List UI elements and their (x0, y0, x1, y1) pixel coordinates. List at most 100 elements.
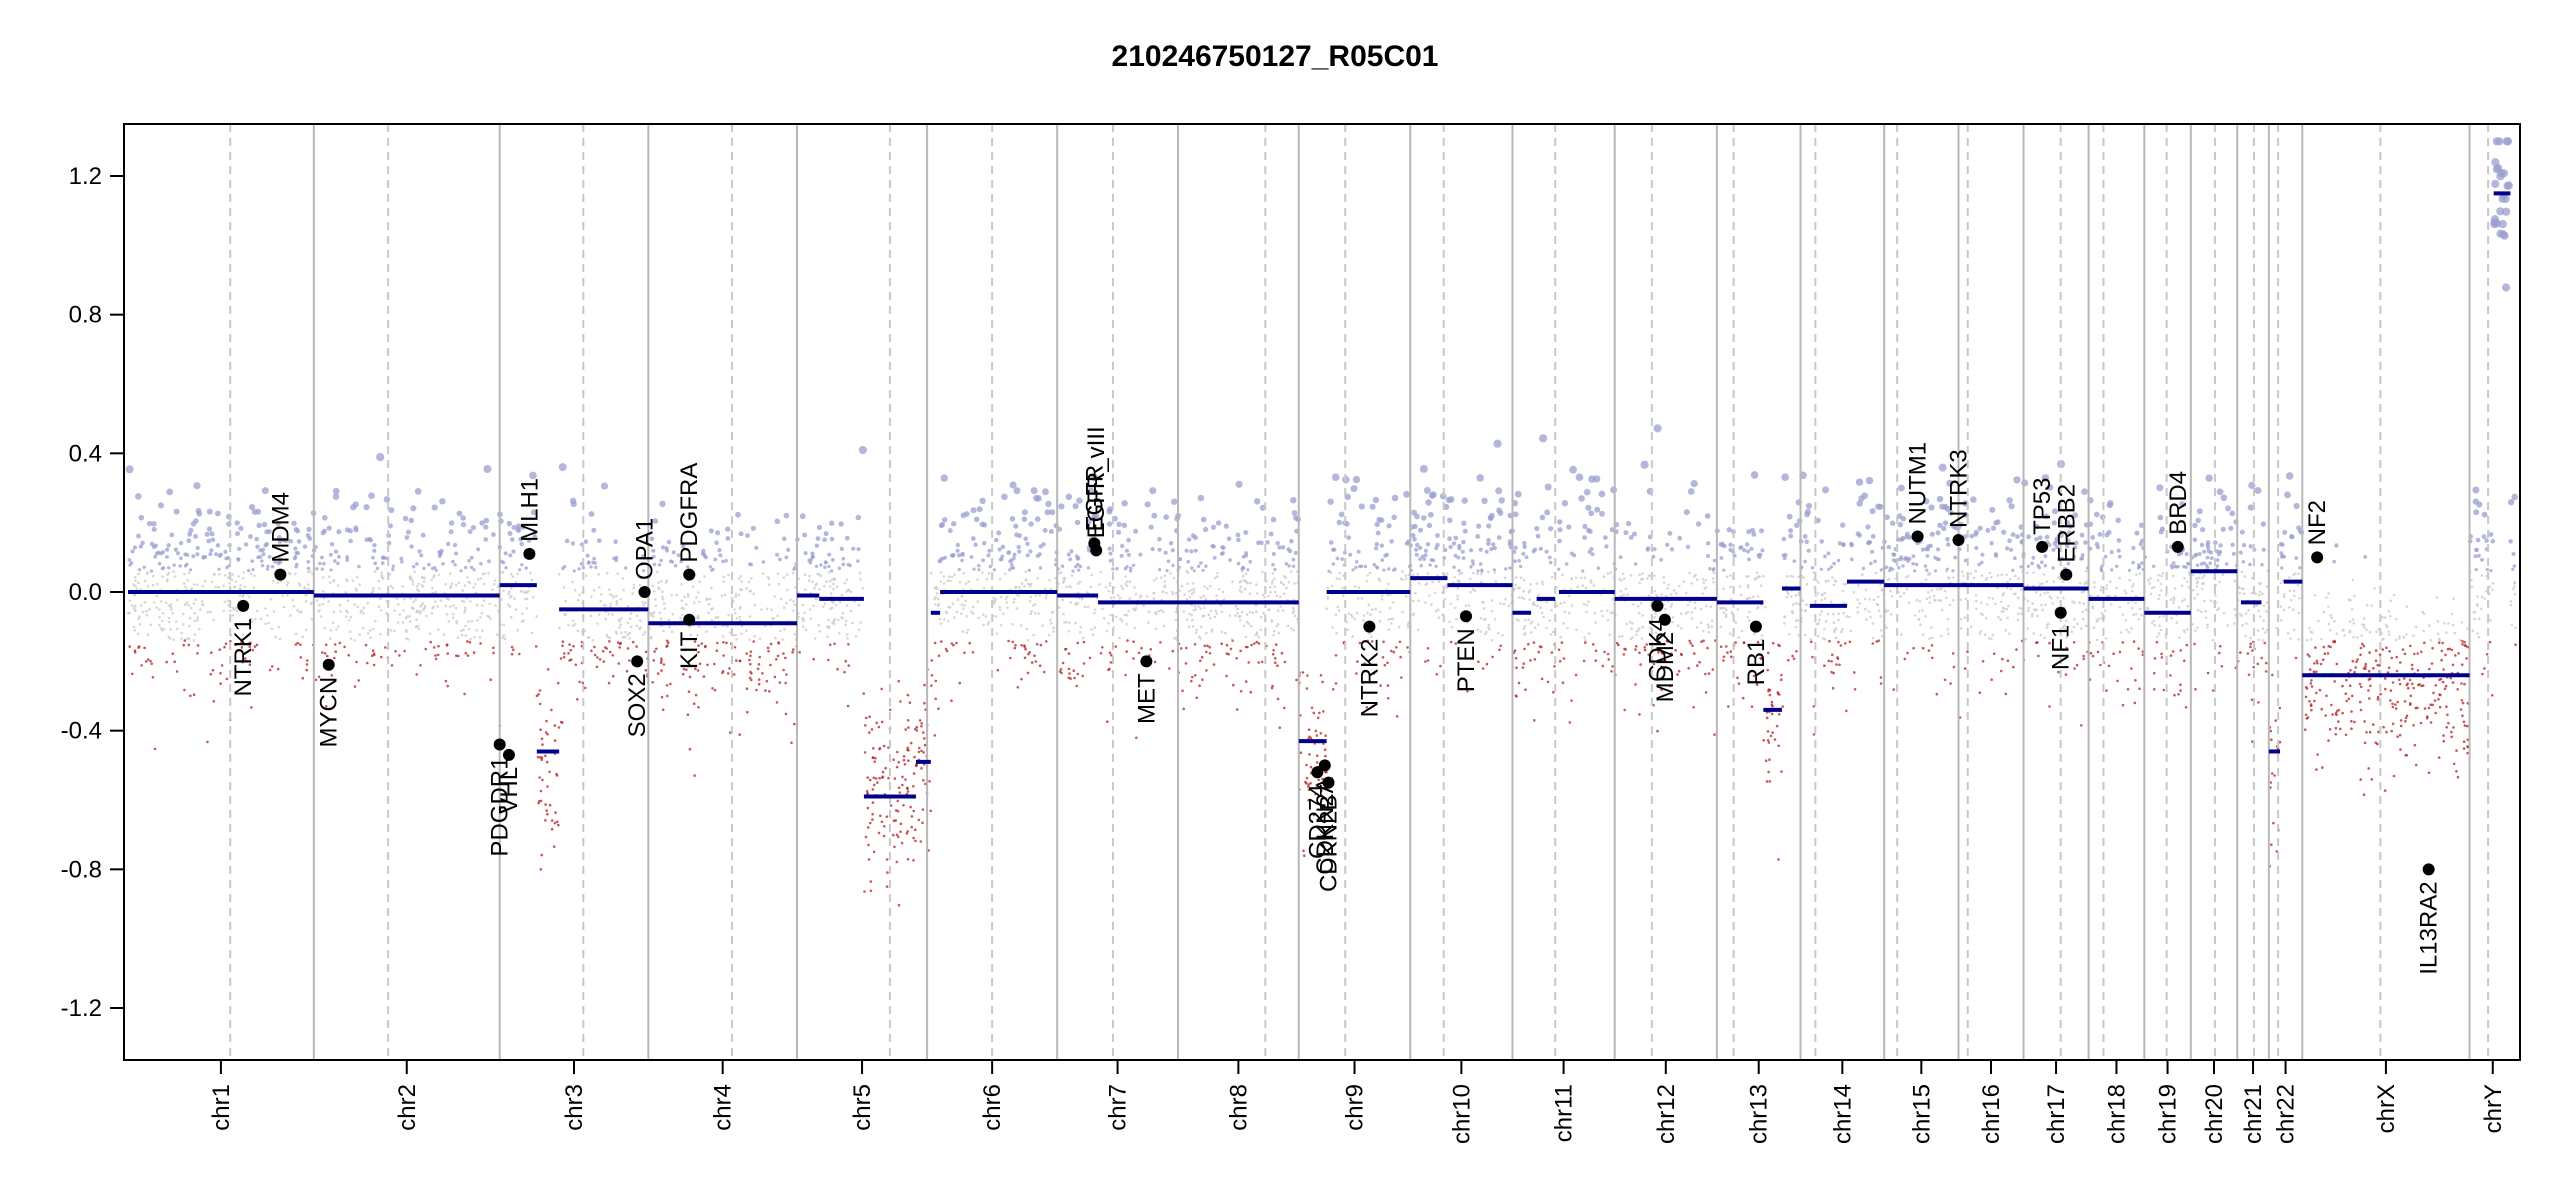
probe-point (2107, 500, 2114, 507)
probe-point (1889, 613, 1893, 616)
probe-point (1926, 590, 1930, 594)
probe-point (1666, 587, 1669, 590)
probe-point (837, 566, 841, 570)
probe-point (1220, 551, 1225, 556)
probe-point (538, 800, 541, 803)
probe-point (1757, 605, 1760, 609)
probe-point (2248, 544, 2253, 549)
probe-point (1966, 650, 1969, 653)
probe-point (1371, 608, 1374, 611)
probe-point (918, 719, 922, 722)
probe-point (2202, 561, 2206, 565)
probe-point (333, 643, 337, 646)
probe-point (757, 663, 761, 666)
probe-point (864, 724, 867, 727)
probe-point (2315, 659, 2319, 663)
probe-point (1685, 544, 1691, 550)
probe-point (897, 679, 900, 683)
probe-point (1936, 547, 1941, 552)
probe-point (1424, 660, 1427, 663)
probe-point (588, 511, 595, 517)
probe-point (2052, 541, 2057, 546)
probe-point (1269, 590, 1272, 594)
probe-point (256, 522, 262, 529)
probe-point (2321, 766, 2324, 769)
probe-point (1522, 633, 1526, 637)
probe-point (1946, 617, 1950, 621)
probe-point (1836, 656, 1839, 659)
probe-point (2323, 652, 2327, 655)
probe-point (848, 563, 852, 568)
probe-point (1193, 587, 1196, 591)
probe-point (2313, 594, 2317, 597)
probe-point (654, 598, 657, 601)
probe-point (250, 620, 254, 623)
probe-point (2396, 735, 2399, 738)
probe-point (187, 603, 190, 607)
probe-point (320, 530, 326, 536)
probe-point (1061, 661, 1065, 665)
probe-point (858, 445, 868, 455)
probe-point (1925, 597, 1929, 601)
probe-point (1923, 498, 1930, 505)
probe-point (1504, 567, 1508, 571)
probe-point (2218, 543, 2223, 548)
probe-point (417, 627, 421, 631)
probe-point (1074, 621, 1077, 625)
probe-point (2479, 607, 2483, 611)
probe-point (2444, 684, 2448, 688)
probe-point (2437, 698, 2440, 701)
probe-point (987, 572, 991, 575)
probe-point (2476, 632, 2479, 635)
probe-point (1820, 610, 1824, 613)
probe-point (1190, 566, 1194, 570)
probe-point (379, 597, 382, 601)
probe-point (1951, 569, 1955, 573)
probe-point (1570, 699, 1573, 702)
probe-point (2231, 551, 2236, 556)
probe-point (2322, 645, 2326, 649)
probe-point (1875, 602, 1878, 606)
probe-point (1719, 606, 1722, 610)
probe-point (1539, 514, 1546, 521)
probe-point (1016, 544, 1021, 550)
probe-point (999, 557, 1004, 562)
probe-point (2384, 616, 2387, 619)
probe-point (243, 585, 246, 589)
probe-point (438, 550, 443, 555)
probe-point (1389, 539, 1394, 544)
probe-point (1307, 799, 1310, 802)
probe-point (2070, 630, 2074, 633)
probe-point (829, 592, 833, 595)
probe-point (380, 561, 385, 565)
probe-point (2351, 618, 2355, 621)
probe-point (1386, 523, 1392, 529)
probe-point (324, 704, 328, 708)
probe-point (1662, 575, 1665, 579)
probe-point (1487, 623, 1491, 627)
probe-point (546, 785, 549, 788)
probe-point (1993, 520, 1999, 526)
probe-point (2278, 740, 2282, 744)
probe-point (976, 600, 979, 603)
probe-point (253, 645, 257, 648)
probe-point (2152, 564, 2156, 568)
probe-point (660, 669, 663, 672)
probe-point (2161, 571, 2165, 575)
probe-point (2254, 592, 2257, 596)
probe-point (907, 759, 910, 762)
probe-point (1990, 678, 1993, 681)
probe-point (1852, 590, 1856, 594)
probe-point (2004, 692, 2008, 696)
probe-point (2413, 743, 2417, 747)
probe-point (2313, 662, 2316, 665)
probe-point (1777, 643, 1780, 647)
probe-point (1889, 520, 1896, 526)
probe-point (1779, 678, 1783, 681)
probe-point (1166, 559, 1171, 564)
probe-point (2513, 581, 2516, 584)
probe-point (1557, 648, 1561, 651)
probe-point (774, 636, 777, 640)
probe-point (1283, 660, 1287, 664)
probe-point (2115, 517, 2121, 524)
